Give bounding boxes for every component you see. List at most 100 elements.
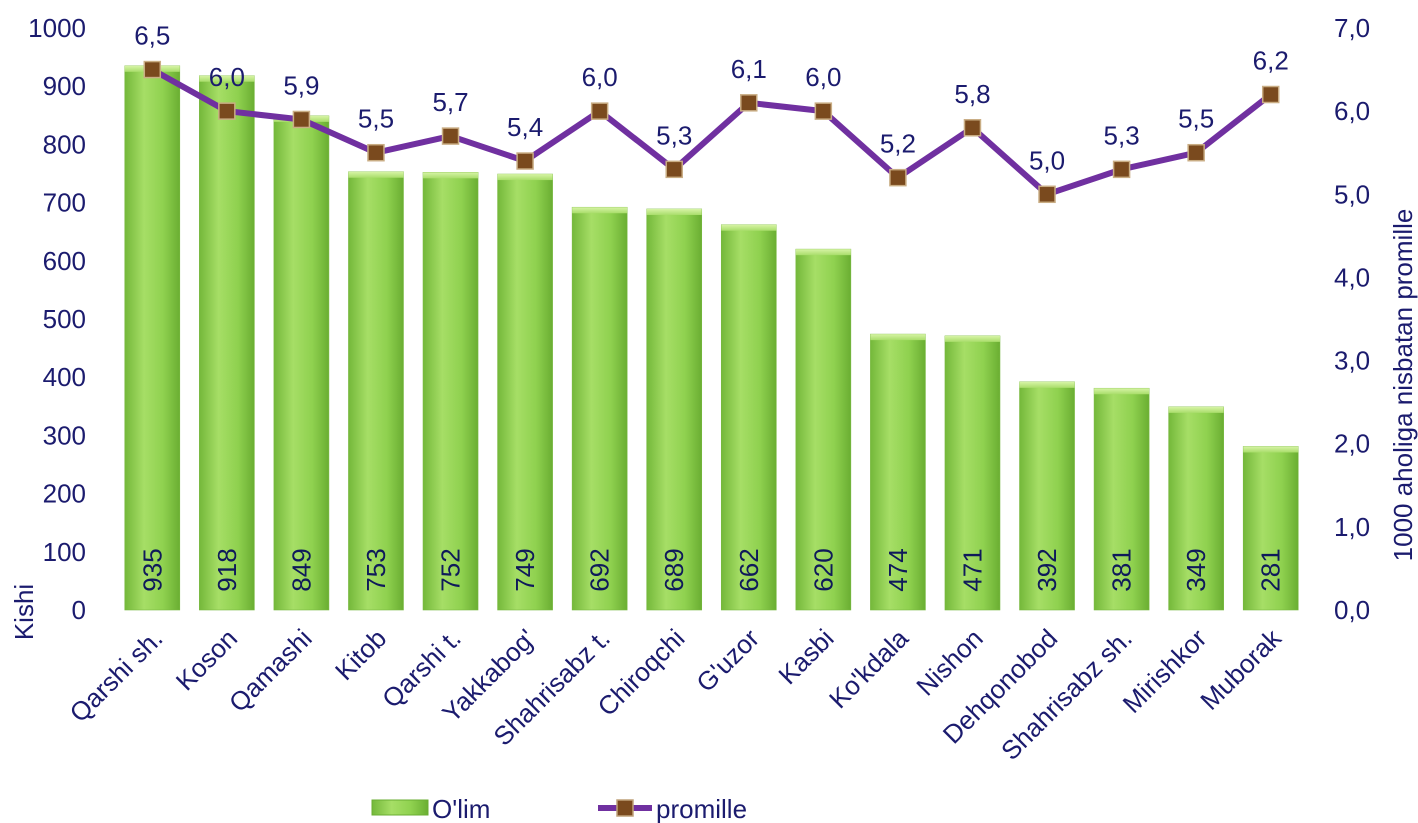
bar (1019, 381, 1075, 611)
legend-item-bar: O'lim (371, 794, 490, 823)
line-marker (740, 94, 758, 112)
category-label: Koson (170, 623, 243, 696)
bar-value-label: 918 (212, 548, 242, 591)
bar-value-label: 381 (1107, 548, 1137, 591)
bar-top (423, 172, 479, 179)
bar (348, 171, 404, 611)
bar-top (1094, 388, 1150, 395)
bar (646, 208, 703, 611)
category-label: Muborak (1194, 622, 1287, 715)
line-marker (218, 102, 236, 120)
y-tick-right: 4,0 (1334, 262, 1370, 292)
category-label: Ko'kdala (823, 623, 915, 715)
line-marker (143, 60, 162, 79)
legend-swatch-marker (616, 799, 634, 817)
line-marker (963, 119, 982, 137)
category-label: Kasbi (772, 623, 839, 690)
line-marker (1261, 85, 1280, 104)
line-value-label: 6,0 (209, 62, 245, 92)
y-tick-right: 2,0 (1334, 429, 1370, 459)
line-marker (516, 152, 534, 170)
category-label: Qamashi (223, 623, 318, 718)
line-marker (590, 102, 609, 120)
bar-value-label: 349 (1181, 548, 1211, 591)
y-tick-left: 0 (72, 595, 86, 625)
y-tick-right: 5,0 (1334, 179, 1370, 209)
y-tick-left: 200 (43, 479, 86, 509)
bar-value-label: 281 (1256, 548, 1286, 591)
y-axis-right: 0,0 1,0 2,0 3,0 4,0 5,0 6,0 7,0 (1334, 13, 1370, 625)
bar-value-label: 692 (585, 548, 615, 591)
bar (795, 248, 852, 611)
bar-top (944, 335, 1000, 342)
y-tick-left: 300 (43, 420, 86, 450)
bar-value-label: 471 (957, 548, 987, 591)
bar (124, 65, 181, 611)
legend-swatch-bar (371, 799, 429, 816)
y-tick-right: 3,0 (1334, 346, 1370, 376)
y-tick-right: 6,0 (1334, 96, 1370, 126)
line-marker (665, 160, 683, 179)
bar-value-label: 689 (659, 548, 689, 591)
bar-value-label: 474 (883, 548, 913, 591)
y-tick-right: 7,0 (1334, 13, 1370, 43)
line-value-label: 5,8 (954, 79, 990, 109)
y-tick-left: 100 (43, 537, 86, 567)
y-tick-right: 1,0 (1334, 512, 1370, 542)
bar-value-label: 620 (808, 548, 838, 591)
legend: O'lim promille (371, 794, 747, 823)
line-value-label: 5,3 (1104, 120, 1140, 150)
bar-value-label: 392 (1032, 548, 1062, 591)
y-tick-right: 0,0 (1334, 595, 1370, 625)
category-label: Mirishkor (1117, 623, 1213, 719)
legend-item-line: promille (598, 794, 747, 823)
y-tick-left: 1000 (28, 13, 86, 43)
category-label: Kitob (329, 623, 392, 686)
bar-top (870, 334, 926, 341)
line-value-label: 5,4 (507, 112, 543, 142)
bar-top (199, 75, 255, 82)
bar (422, 172, 479, 611)
category-label: Qarshi sh. (64, 623, 169, 728)
line-marker (441, 127, 460, 145)
y-axis-left: 0 100 200 300 400 500 600 700 800 900 1000 (28, 13, 86, 625)
y-axis-label-right: 1000 aholiga nisbatan promille (1388, 209, 1418, 562)
line-labels: 6,5 6,0 5,9 5,5 5,7 5,4 6,0 5,3 6,1 6,0 5,2 5,8 5,0 5… (134, 21, 1289, 176)
category-label: G'uzor (690, 623, 765, 698)
line-value-label: 6,5 (134, 21, 170, 51)
y-tick-left: 500 (43, 304, 86, 334)
y-axis-label-left: Kishi (9, 584, 39, 640)
y-tick-left: 600 (43, 246, 86, 276)
line-value-label: 5,7 (432, 87, 468, 117)
bar-top (572, 207, 628, 214)
bar-top (646, 209, 702, 216)
bar-value-label: 753 (361, 548, 391, 591)
y-tick-left: 900 (43, 71, 86, 101)
legend-label-line: promille (656, 794, 747, 823)
line-marker (292, 110, 311, 129)
bar-value-label: 752 (436, 548, 466, 591)
line-value-label: 5,5 (358, 104, 394, 134)
bar (199, 75, 255, 611)
line-value-label: 6,0 (805, 62, 841, 92)
bar-top (1243, 446, 1299, 453)
line-marker (889, 168, 907, 187)
line-value-label: 6,2 (1253, 46, 1289, 76)
line-value-label: 6,0 (582, 62, 618, 92)
y-tick-left: 400 (43, 362, 86, 392)
bar (497, 173, 553, 611)
line-marker (367, 143, 385, 162)
line-value-label: 5,3 (656, 120, 692, 150)
bar (1093, 387, 1150, 611)
bar (273, 115, 330, 611)
line-marker (1038, 185, 1056, 204)
bar-top (497, 174, 553, 181)
bar (720, 224, 777, 611)
bar-top (795, 249, 851, 256)
bar (571, 206, 628, 611)
line-value-label: 5,0 (1029, 145, 1065, 175)
line-marker (814, 102, 833, 120)
